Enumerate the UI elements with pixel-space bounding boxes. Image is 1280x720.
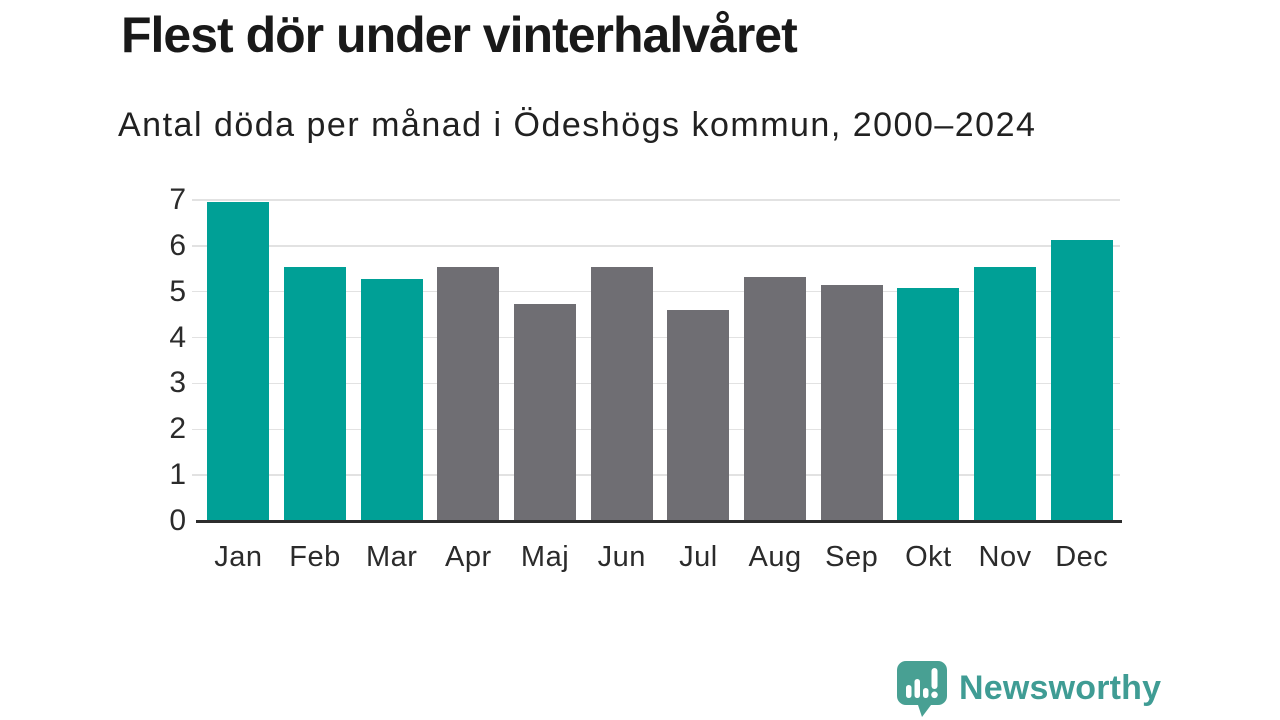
- x-tick-label-apr: Apr: [445, 541, 492, 573]
- x-tick-label-jul: Jul: [679, 541, 718, 573]
- bar-okt: [897, 288, 960, 521]
- x-tick-label-nov: Nov: [978, 541, 1032, 573]
- y-tick-label-5: 5: [169, 274, 186, 308]
- gridline-y5: [192, 290, 1120, 293]
- x-tick-label-sep: Sep: [825, 541, 879, 573]
- bar-mar: [360, 278, 423, 521]
- newsworthy-logo: Newsworthy: [895, 659, 1161, 717]
- bar-nov: [974, 266, 1036, 521]
- bar-dec: [1050, 239, 1113, 521]
- x-tick-label-okt: Okt: [905, 541, 952, 573]
- plot-area: [192, 199, 1122, 523]
- y-axis: 0 1 2 3 4 5 6 7: [128, 185, 186, 536]
- y-tick-label-3: 3: [169, 366, 186, 400]
- gridline-y7: [192, 199, 1120, 201]
- gridline-y2: [192, 428, 1120, 431]
- newsworthy-brand-text: Newsworthy: [959, 668, 1162, 707]
- bar-jun: [590, 266, 653, 521]
- x-tick-label-aug: Aug: [748, 541, 802, 573]
- bar-feb: [284, 266, 346, 521]
- bar-jul: [667, 310, 730, 521]
- bar-jan: [207, 201, 270, 521]
- x-tick-label-maj: Maj: [520, 541, 570, 573]
- y-tick-label-6: 6: [169, 228, 186, 262]
- x-axis-line: [196, 519, 1122, 523]
- bar-aug: [744, 276, 806, 521]
- gridline-y3: [192, 382, 1120, 385]
- x-tick-label-mar: Mar: [365, 541, 418, 573]
- bar-sep: [820, 285, 883, 521]
- x-tick-label-feb: Feb: [289, 541, 341, 573]
- newsworthy-speech-bubble-chart-icon: [897, 661, 947, 717]
- y-tick-label-1: 1: [169, 458, 186, 492]
- chart-subtitle: Antal döda per månad i Ödeshögs kommun, …: [118, 106, 1037, 144]
- bar-apr: [437, 266, 500, 521]
- y-tick-label-2: 2: [169, 412, 186, 446]
- gridline-y6: [192, 245, 1120, 247]
- y-tick-label-4: 4: [169, 320, 186, 354]
- gridline-y4: [192, 336, 1120, 339]
- bar-maj: [514, 303, 576, 521]
- y-tick-label-0: 0: [169, 504, 186, 537]
- x-tick-label-jun: Jun: [597, 541, 646, 573]
- y-tick-label-7: 7: [169, 183, 186, 216]
- chart-title: Flest dör under vinterhalvåret: [121, 7, 798, 63]
- x-tick-label-jan: Jan: [214, 541, 263, 573]
- gridline-y1: [192, 474, 1120, 476]
- x-tick-label-dec: Dec: [1055, 541, 1109, 573]
- x-axis-labels: Jan Feb Mar Apr Maj Jun Jul Aug Sep Okt Nov Dec: [200, 541, 1120, 574]
